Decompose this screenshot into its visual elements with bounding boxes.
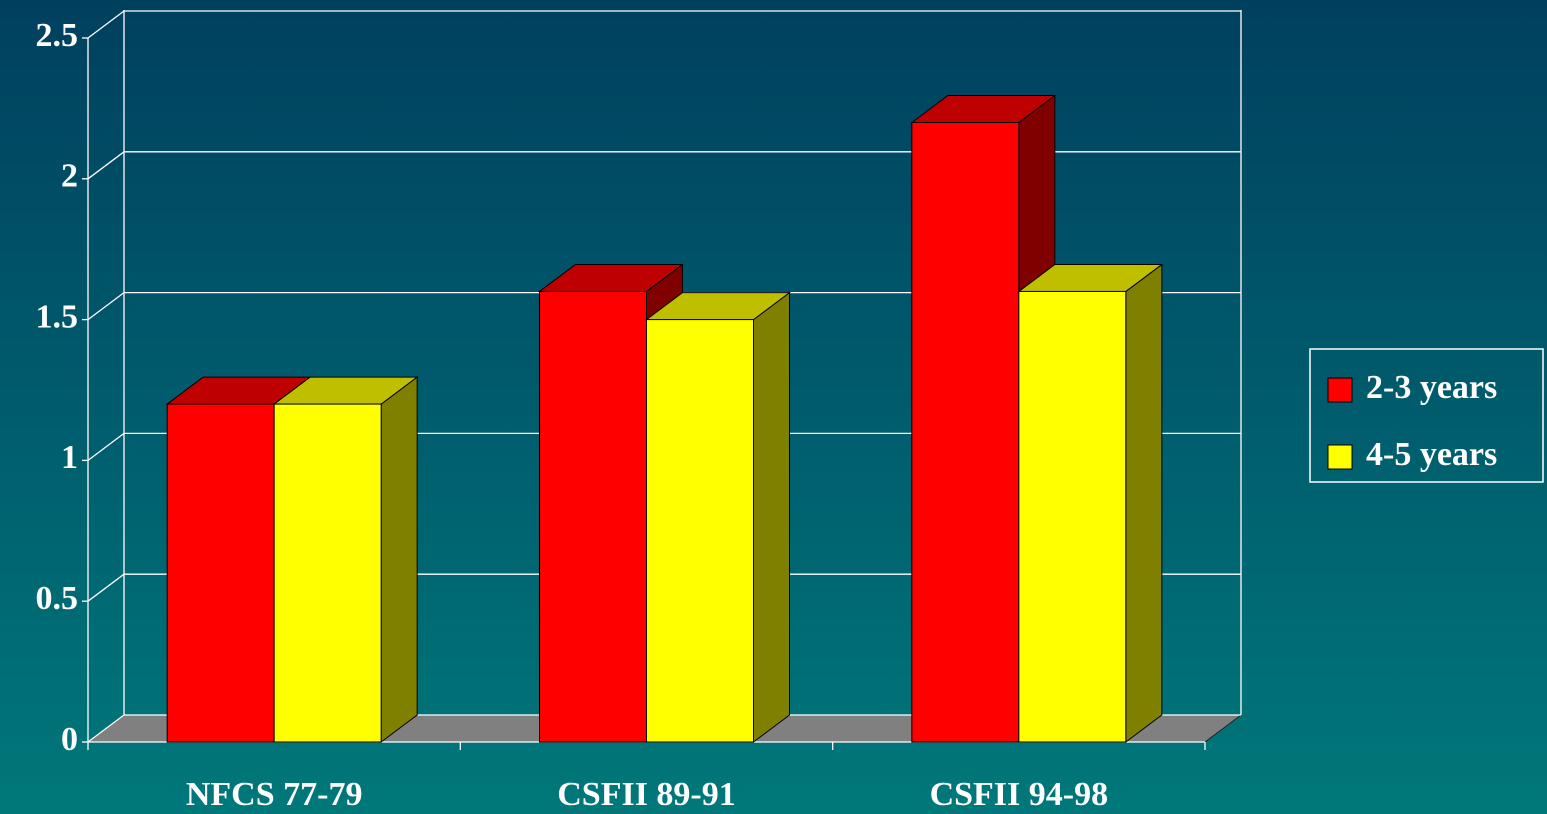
legend-label: 2-3 years (1366, 369, 1497, 406)
grid-line (87, 151, 125, 180)
grid-line (87, 432, 125, 461)
grid-line (87, 292, 125, 321)
x-tick-label: CSFII 94-98 (930, 776, 1109, 813)
grid-line (87, 714, 125, 743)
bar (166, 403, 275, 743)
grid-line (87, 10, 125, 39)
bar (1018, 290, 1127, 743)
bar (273, 403, 382, 743)
bar-side (380, 376, 418, 743)
x-tick-label: NFCS 77-79 (186, 776, 363, 813)
y-tick-label: 0 (61, 721, 78, 758)
y-tick-label: 1.5 (36, 298, 79, 335)
y-tick-label: 0.5 (36, 580, 79, 617)
bar (539, 290, 647, 743)
bar-side (753, 291, 790, 743)
bar (646, 319, 754, 743)
y-tick-label: 1 (61, 439, 78, 476)
legend-swatch (1327, 377, 1353, 403)
x-tick-label: CSFII 89-91 (557, 776, 736, 813)
y-tick-label: 2.5 (36, 17, 79, 54)
bar (911, 121, 1020, 743)
legend-label: 4-5 years (1366, 436, 1497, 473)
legend-swatch (1327, 444, 1353, 470)
legend-box (1309, 348, 1544, 483)
grid-line (87, 573, 125, 602)
bar-side (1125, 263, 1163, 743)
y-tick-label: 2 (61, 158, 78, 195)
